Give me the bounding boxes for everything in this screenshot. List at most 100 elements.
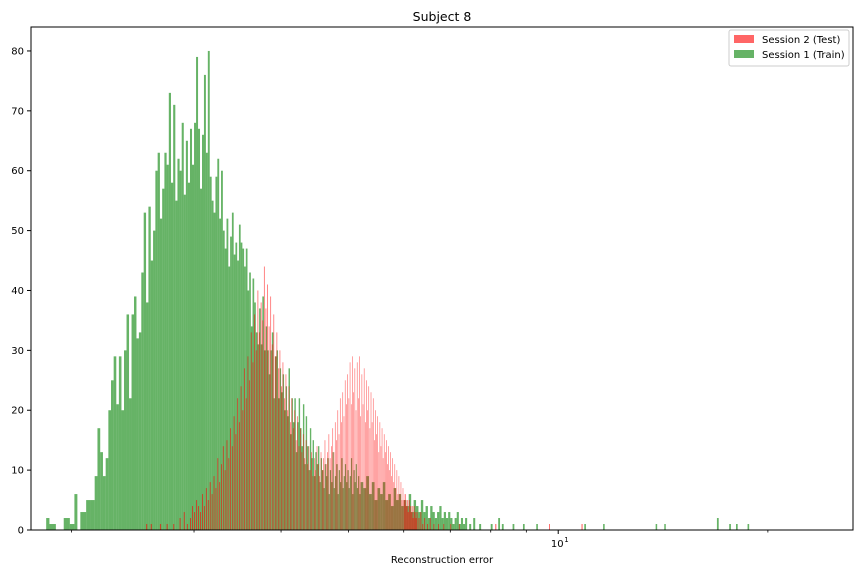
test-bar-20 bbox=[213, 476, 215, 530]
train-bar-31 bbox=[153, 230, 156, 530]
train-bar-41 bbox=[175, 200, 178, 530]
train-bar-191 bbox=[439, 506, 442, 530]
train-bar-8 bbox=[94, 476, 98, 530]
train-bar-147 bbox=[344, 464, 347, 530]
test-bar-111 bbox=[349, 362, 351, 530]
train-bar-196 bbox=[450, 518, 453, 530]
train-bar-146 bbox=[343, 476, 345, 530]
test-bar-84 bbox=[315, 470, 316, 530]
test-bar-93 bbox=[327, 452, 328, 530]
test-bar-92 bbox=[325, 464, 327, 530]
train-bar-197 bbox=[452, 524, 455, 530]
x-axis-label: Reconstruction error bbox=[391, 555, 494, 566]
train-bar-44 bbox=[181, 122, 184, 530]
train-bar-14 bbox=[111, 380, 114, 530]
test-bar-157 bbox=[400, 482, 402, 530]
test-bar-154 bbox=[397, 494, 399, 530]
test-bar-1 bbox=[150, 524, 152, 530]
test-bar-148 bbox=[391, 476, 392, 530]
train-bar-75 bbox=[240, 242, 243, 530]
test-bar-126 bbox=[367, 410, 368, 530]
train-bar-52 bbox=[198, 128, 201, 531]
train-bar-61 bbox=[215, 176, 218, 530]
axes-frame bbox=[30, 26, 854, 531]
train-bar-29 bbox=[148, 206, 151, 530]
test-bar-102 bbox=[338, 434, 340, 530]
test-bar-132 bbox=[374, 440, 375, 530]
test-bar-163 bbox=[406, 500, 408, 530]
test-bar-161 bbox=[404, 494, 406, 530]
test-bar-0 bbox=[146, 524, 148, 530]
train-bar-22 bbox=[131, 314, 135, 530]
x-axis: 10 1 bbox=[70, 530, 769, 550]
train-bar-37 bbox=[166, 164, 169, 531]
test-bar-76 bbox=[304, 458, 306, 530]
test-bar-100 bbox=[336, 440, 337, 530]
test-bar-94 bbox=[328, 434, 330, 530]
test-bar-173 bbox=[416, 512, 418, 530]
train-bar-194 bbox=[445, 518, 449, 530]
test-bar-8 bbox=[189, 518, 191, 530]
test-bar-114 bbox=[353, 392, 354, 530]
train-bar-161 bbox=[363, 488, 367, 530]
y-tick-label-30: 30 bbox=[11, 346, 24, 357]
train-bar-78 bbox=[245, 248, 248, 530]
y-tick-label-0: 0 bbox=[18, 526, 24, 537]
test-bar-58 bbox=[278, 368, 279, 530]
train-bar-88 bbox=[262, 296, 264, 530]
test-bar-174 bbox=[418, 518, 420, 530]
train-bar-74 bbox=[238, 224, 241, 531]
test-bar-152 bbox=[395, 488, 397, 530]
test-bar-67 bbox=[291, 398, 293, 530]
train-bar-212 bbox=[536, 524, 538, 530]
train-bar-1 bbox=[49, 524, 56, 530]
test-bar-44 bbox=[255, 350, 257, 530]
test-bar-175 bbox=[420, 512, 422, 530]
train-bar-17 bbox=[118, 356, 122, 530]
train-bar-71 bbox=[233, 254, 236, 531]
test-bar-77 bbox=[305, 440, 307, 530]
train-bar-39 bbox=[171, 182, 174, 530]
train-bar-90 bbox=[265, 326, 268, 530]
train-bar-27 bbox=[143, 212, 147, 530]
test-bar-113 bbox=[352, 356, 353, 530]
test-bar-9 bbox=[192, 506, 194, 530]
test-bar-162 bbox=[405, 506, 407, 530]
train-bar-50 bbox=[194, 122, 197, 530]
legend-label-test: Session 2 (Test) bbox=[762, 35, 840, 46]
train-bar-210 bbox=[512, 524, 515, 530]
test-bar-103 bbox=[339, 398, 341, 530]
test-bar-95 bbox=[329, 458, 331, 530]
test-bar-109 bbox=[347, 374, 348, 530]
test-bar-12 bbox=[198, 506, 200, 530]
test-bar-184 bbox=[458, 524, 460, 530]
train-bar-45 bbox=[183, 194, 186, 531]
test-bar-85 bbox=[316, 446, 318, 530]
train-bar-38 bbox=[168, 92, 171, 531]
train-bar-186 bbox=[427, 518, 431, 530]
test-bar-97 bbox=[332, 428, 334, 530]
test-bar-78 bbox=[307, 464, 308, 530]
test-bar-35 bbox=[240, 386, 242, 530]
train-bar-58 bbox=[209, 176, 212, 530]
test-bar-71 bbox=[297, 416, 298, 530]
test-bar-36 bbox=[242, 410, 244, 530]
train-bar-190 bbox=[437, 512, 440, 530]
test-bar-91 bbox=[324, 440, 326, 530]
train-bar-201 bbox=[460, 518, 464, 530]
train-bar-0 bbox=[46, 518, 50, 530]
test-bar-22 bbox=[217, 458, 219, 530]
train-bar-202 bbox=[463, 524, 466, 530]
train-bar-104 bbox=[287, 416, 289, 530]
train-bar-76 bbox=[242, 248, 245, 530]
test-bar-98 bbox=[333, 452, 335, 530]
test-bar-50 bbox=[265, 308, 267, 530]
test-bar-86 bbox=[318, 464, 319, 530]
test-bar-123 bbox=[363, 368, 365, 530]
train-bar-21 bbox=[129, 398, 132, 530]
train-bar-36 bbox=[164, 152, 167, 530]
test-bar-116 bbox=[355, 410, 357, 530]
test-bar-43 bbox=[254, 314, 256, 530]
test-bar-138 bbox=[380, 446, 382, 530]
test-bar-26 bbox=[224, 470, 226, 530]
